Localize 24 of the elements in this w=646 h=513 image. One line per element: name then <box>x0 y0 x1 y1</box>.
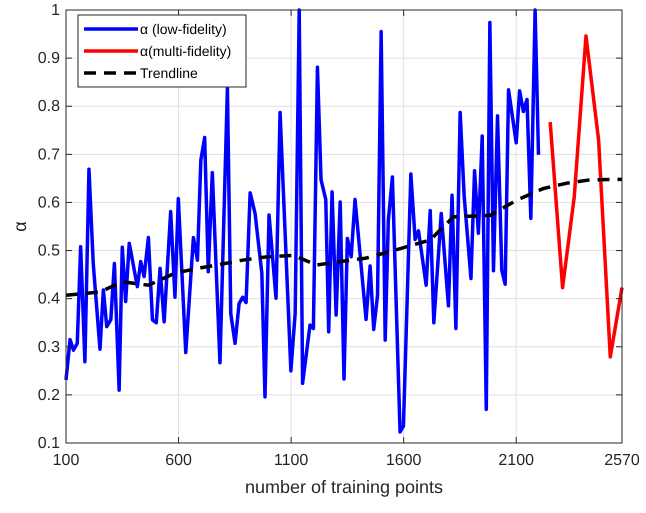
x-tick-label: 600 <box>165 452 192 469</box>
y-tick-label: 0.3 <box>38 338 60 356</box>
y-tick-label: 0.4 <box>38 290 60 308</box>
legend-label: Trendline <box>140 65 198 81</box>
y-tick-label: 0.6 <box>38 194 60 212</box>
y-tick-label: 0.9 <box>38 50 60 68</box>
x-tick-label: 2100 <box>498 452 534 469</box>
y-tick-label: 0.7 <box>38 146 60 164</box>
x-tick-label: 100 <box>52 452 80 469</box>
x-tick-label: 1600 <box>386 452 422 469</box>
legend-label: α(multi-fidelity) <box>140 43 232 59</box>
y-tick-label: 0.5 <box>38 242 60 260</box>
line-series <box>548 34 624 359</box>
legend-label: α (low-fidelity) <box>140 21 227 37</box>
x-tick-label: 1100 <box>274 452 308 469</box>
line-series <box>64 178 624 298</box>
y-tick-label: 0.1 <box>38 435 60 452</box>
y-tick-label: 0.2 <box>38 386 60 404</box>
x-axis-title: number of training points <box>244 477 444 497</box>
y-axis-title: α <box>10 221 30 232</box>
y-tick-label: 0.8 <box>38 98 60 116</box>
x-tick-label: 2570 <box>604 452 640 469</box>
line-series <box>64 8 540 434</box>
y-tick-label: 1 <box>51 2 60 19</box>
